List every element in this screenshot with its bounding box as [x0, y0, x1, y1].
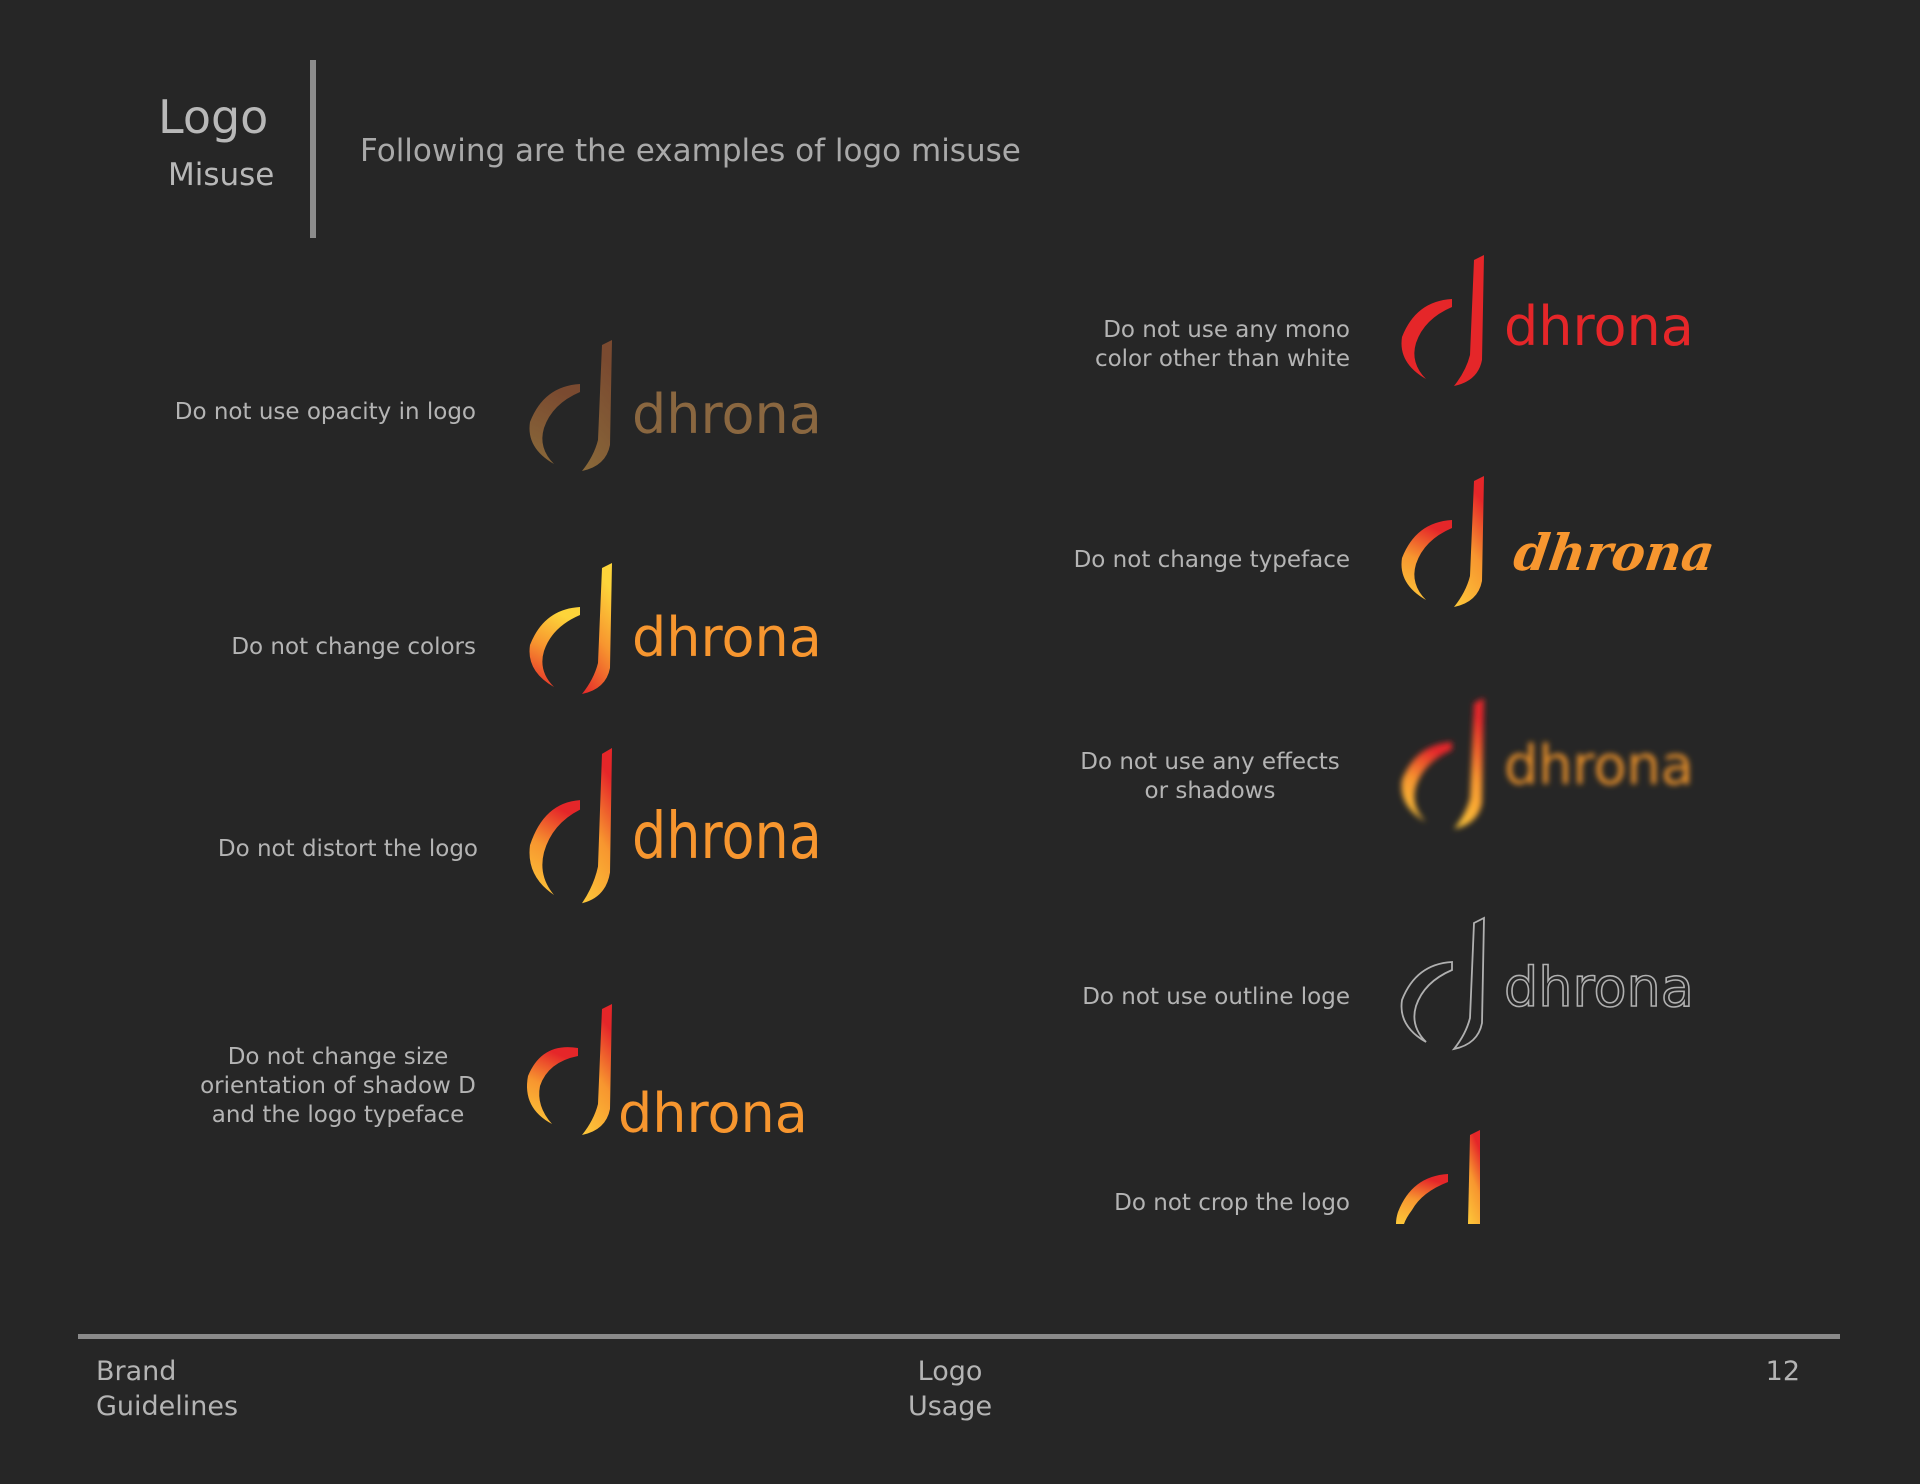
wordmark: dhrona	[1504, 295, 1694, 358]
wordmark: dhrona	[1504, 956, 1694, 1019]
wordmark: dhrona	[632, 799, 822, 874]
logo-mono-example: dhrona	[1401, 255, 1694, 386]
wordmark: dhrona	[1504, 734, 1694, 797]
page-title: Logo	[158, 90, 269, 144]
footer-divider	[78, 1334, 1840, 1339]
logo-distort-example: dhrona	[529, 748, 822, 904]
logo-crop-example	[1396, 1130, 1480, 1224]
logo-typeface-example: dhrona	[1401, 476, 1718, 607]
d-mark-icon	[1401, 698, 1484, 829]
caption-distort: Do not distort the logo	[217, 836, 478, 862]
caption-opacity: Do not use opacity in logo	[174, 399, 476, 425]
logo-outline-example: dhrona	[1400, 916, 1695, 1051]
page-description: Following are the examples of logo misus…	[360, 133, 1021, 169]
wordmark: dhrona	[632, 606, 822, 669]
page-number: 12	[1765, 1356, 1800, 1387]
d-mark-icon	[1401, 255, 1484, 386]
caption-typeface: Do not change typeface	[1073, 547, 1350, 573]
logo-effects-example: dhrona	[1401, 698, 1694, 829]
header-divider	[310, 60, 316, 238]
d-mark-icon	[529, 340, 612, 471]
caption-mono: Do not use any mono color other than whi…	[1094, 317, 1350, 372]
footer-chapter-label: Logo Usage	[907, 1356, 993, 1422]
logo-opacity-example: dhrona	[529, 340, 822, 471]
wordmark: dhrona	[632, 383, 822, 446]
d-mark-icon	[527, 1004, 612, 1135]
d-mark-icon	[1401, 476, 1484, 607]
caption-size: Do not change size orientation of shadow…	[200, 1044, 476, 1128]
d-mark-icon	[529, 563, 612, 694]
d-mark-icon	[1400, 916, 1485, 1051]
caption-effects: Do not use any effects or shadows	[1080, 749, 1340, 804]
logo-colors-example: dhrona	[529, 563, 822, 694]
wordmark: dhrona	[1510, 523, 1718, 582]
caption-colors: Do not change colors	[231, 634, 476, 660]
d-mark-icon	[529, 748, 612, 904]
wordmark: dhrona	[618, 1082, 808, 1145]
d-mark-icon	[1396, 1130, 1480, 1224]
logo-size-example: dhrona	[527, 1004, 808, 1145]
page-subtitle: Misuse	[168, 157, 275, 193]
caption-outline: Do not use outline loge	[1082, 984, 1350, 1010]
caption-crop: Do not crop the logo	[1114, 1190, 1350, 1216]
footer-section-label: Brand Guidelines	[96, 1356, 239, 1422]
